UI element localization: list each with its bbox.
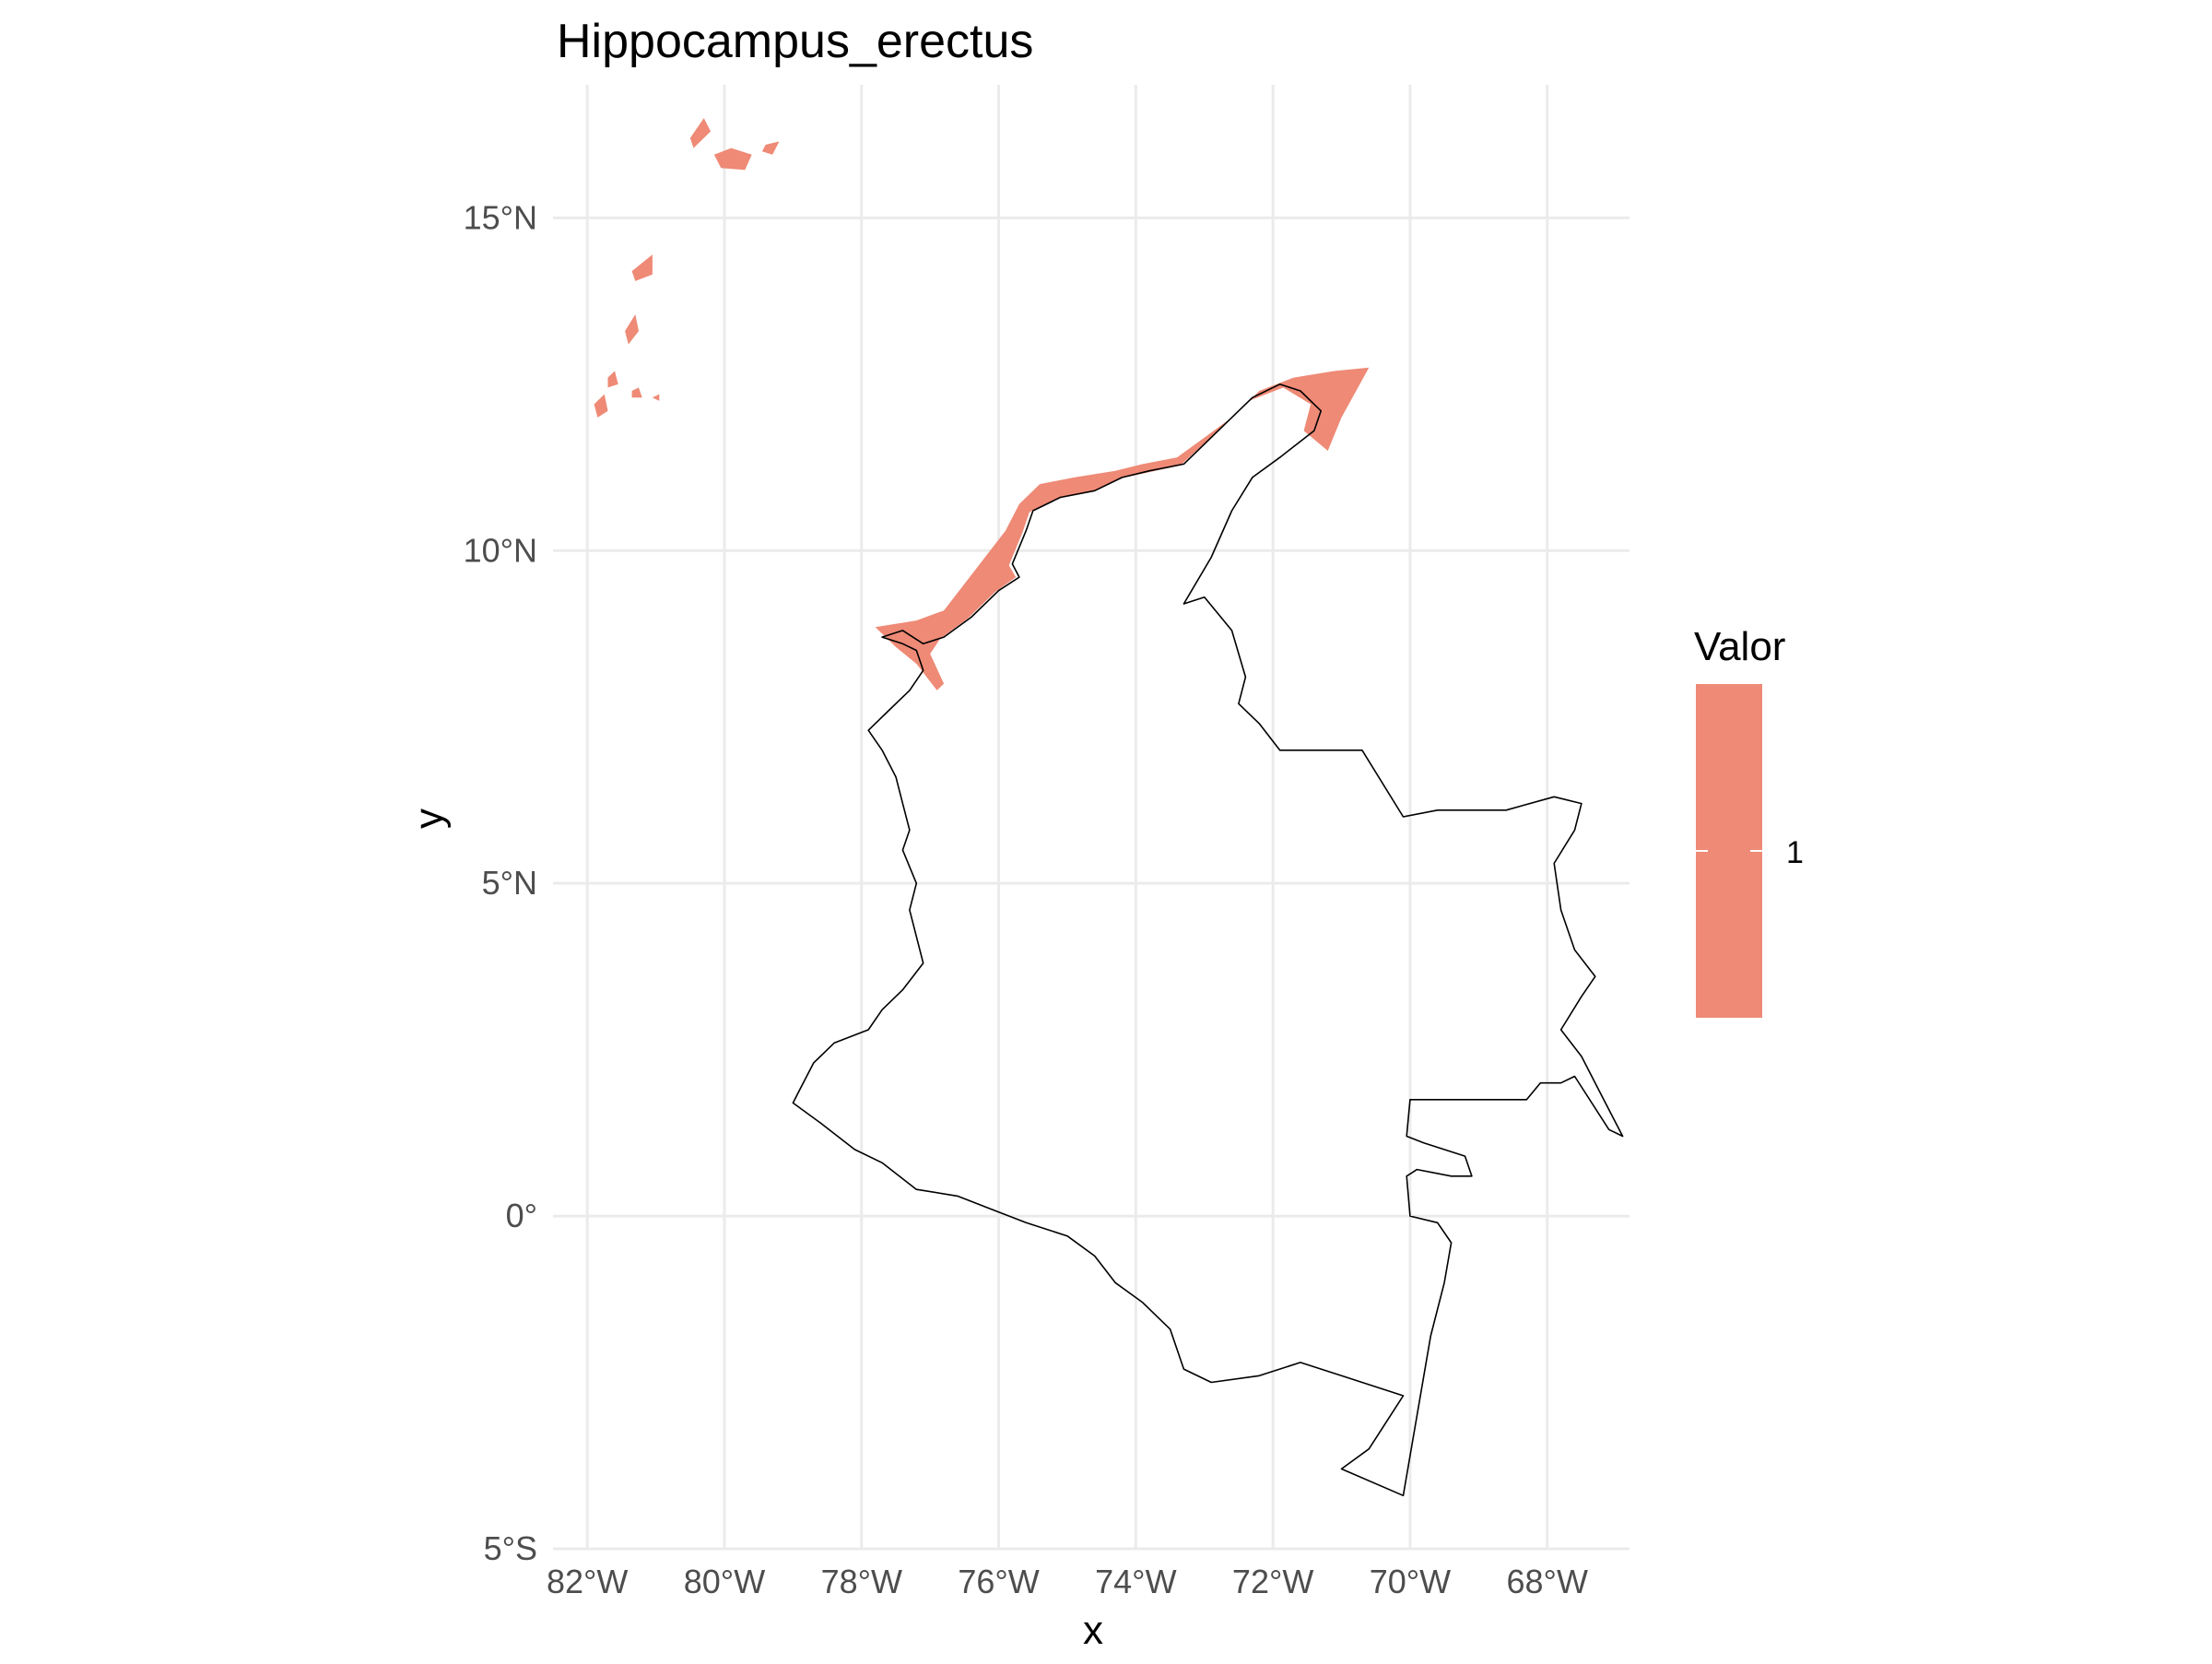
- x-tick-label-1: 80°W: [684, 1563, 765, 1600]
- x-tick-label-7: 68°W: [1507, 1563, 1588, 1600]
- x-tick-label-4: 74°W: [1095, 1563, 1176, 1600]
- range-polygon-3: [761, 141, 780, 155]
- range-polygon-6: [607, 371, 618, 388]
- x-tick-label-6: 70°W: [1370, 1563, 1451, 1600]
- x-axis-title: x: [1083, 1608, 1103, 1653]
- x-tick-label-3: 76°W: [958, 1563, 1039, 1600]
- graticule: [553, 85, 1630, 1551]
- range-polygon-2: [713, 148, 752, 171]
- y-tick-label-4: 5°S: [484, 1529, 537, 1567]
- range-polygon-8: [631, 387, 642, 398]
- legend-label: 1: [1786, 835, 1804, 870]
- y-tick-label-1: 10°N: [464, 531, 537, 569]
- x-tick-label-0: 82°W: [547, 1563, 628, 1600]
- y-tick-label-0: 15°N: [464, 198, 537, 236]
- y-tick-labels: 15°N 10°N 5°N 0° 5°S: [464, 198, 537, 1567]
- legend: Valor 1: [1694, 624, 1804, 1018]
- range-polygon-5: [625, 314, 639, 345]
- country-outline: [792, 383, 1624, 1497]
- range-polygon-1: [689, 118, 712, 148]
- y-tick-label-2: 5°N: [482, 864, 537, 902]
- x-tick-label-5: 72°W: [1232, 1563, 1313, 1600]
- range-polygon-9: [652, 394, 660, 401]
- y-tick-label-3: 0°: [506, 1197, 537, 1234]
- range-polygon-0: [875, 367, 1370, 690]
- species-range: [594, 118, 1370, 690]
- range-polygon-4: [631, 254, 653, 281]
- range-polygon-7: [594, 394, 608, 418]
- legend-title: Valor: [1694, 624, 1785, 669]
- x-tick-labels: 82°W 80°W 78°W 76°W 74°W 72°W 70°W 68°W: [547, 1563, 1588, 1600]
- x-tick-label-2: 78°W: [821, 1563, 902, 1600]
- y-axis-title: y: [406, 808, 452, 829]
- country-outline-layer: [792, 383, 1624, 1497]
- plot-title: Hippocampus_erectus: [557, 15, 1033, 68]
